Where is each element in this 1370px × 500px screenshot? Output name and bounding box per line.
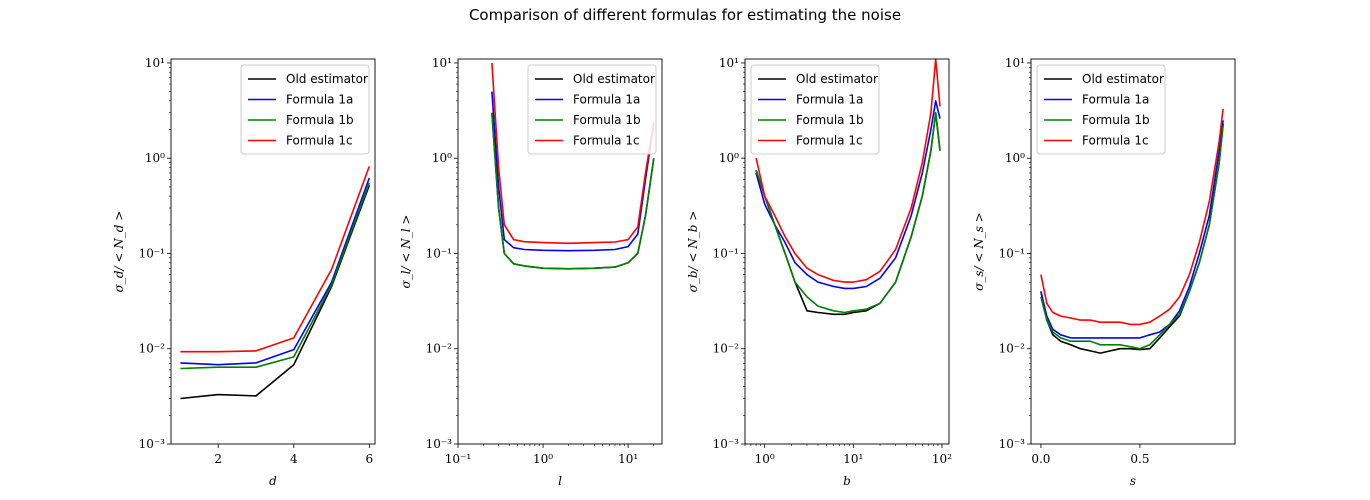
series-group bbox=[755, 59, 941, 316]
series-line-formula-1a bbox=[180, 177, 371, 366]
y-tick-label: 10⁰ bbox=[145, 151, 165, 165]
legend-box bbox=[750, 64, 880, 155]
y-tick-label: 10⁻² bbox=[426, 342, 453, 356]
series-line-old-estimator bbox=[1040, 123, 1224, 354]
x-axis-label: l bbox=[558, 474, 562, 488]
x-tick-label: 2 bbox=[214, 452, 222, 466]
y-tick-label: 10⁰ bbox=[432, 151, 452, 165]
chart-panel-2: 10⁻³ 10⁻² 10⁻¹ 10⁰ 10¹ 10⁻¹ 10⁰ 10¹ l σ_l/ < N_l … bbox=[399, 56, 663, 488]
series-group bbox=[180, 166, 371, 400]
series-line-formula-1a bbox=[1040, 120, 1224, 339]
series-line-formula-1b bbox=[1040, 125, 1224, 350]
series-line-old-estimator bbox=[180, 185, 371, 400]
x-tick-label: 10¹ bbox=[618, 452, 638, 466]
series-line-formula-1b bbox=[755, 112, 941, 314]
x-axis-label: d bbox=[269, 474, 277, 488]
legend-label: Formula 1a bbox=[1082, 93, 1149, 107]
chart-panel-3: 10⁻³ 10⁻² 10⁻¹ 10⁰ 10¹ 10⁰ 10¹ 10² b σ_b/ < N_b >… bbox=[686, 56, 952, 488]
y-tick-label: 10¹ bbox=[432, 56, 452, 70]
x-tick-label: 0.0 bbox=[1031, 452, 1050, 466]
legend-label: Formula 1c bbox=[286, 134, 353, 148]
legend-label: Old estimator bbox=[286, 72, 368, 86]
series-group bbox=[1040, 108, 1224, 354]
y-axis-label: σ_l/ < N_l > bbox=[399, 215, 413, 289]
legend-label: Formula 1b bbox=[1082, 113, 1150, 127]
x-axis-label: s bbox=[1130, 474, 1136, 488]
chart-panel-4: 10⁻³ 10⁻² 10⁻¹ 10⁰ 10¹ 0.0 0.5 s σ_s/ < N_s > Old… bbox=[972, 56, 1236, 488]
legend-label: Formula 1a bbox=[573, 93, 640, 107]
legend-box bbox=[527, 64, 657, 155]
legend-label: Formula 1b bbox=[573, 113, 641, 127]
x-tick-label: 6 bbox=[366, 452, 374, 466]
figure-title: Comparison of different formulas for est… bbox=[468, 6, 902, 24]
y-tick-label: 10⁻¹ bbox=[713, 246, 739, 260]
legend-label: Formula 1a bbox=[286, 93, 353, 107]
y-tick-label: 10¹ bbox=[719, 56, 739, 70]
x-tick-label: 4 bbox=[290, 452, 298, 466]
y-tick-label: 10¹ bbox=[145, 56, 165, 70]
legend-label: Formula 1c bbox=[796, 134, 863, 148]
series-line-formula-1b bbox=[180, 182, 371, 370]
series-line-formula-1b bbox=[491, 112, 655, 270]
y-tick-label: 10⁰ bbox=[1005, 151, 1025, 165]
y-tick-label: 10⁰ bbox=[719, 151, 739, 165]
x-tick-label: 10² bbox=[932, 452, 952, 466]
plot-frame bbox=[457, 58, 663, 445]
plot-frame bbox=[744, 58, 950, 445]
y-tick-label: 10⁻³ bbox=[139, 437, 166, 451]
series-line-formula-1c bbox=[491, 62, 655, 245]
y-tick-label: 10⁻¹ bbox=[999, 246, 1025, 260]
plot-frame bbox=[1030, 58, 1236, 445]
y-axis-label: σ_s/ < N_s > bbox=[972, 212, 986, 291]
series-line-formula-1a bbox=[755, 100, 941, 290]
series-line-formula-1c bbox=[755, 59, 941, 283]
x-tick-label: 10⁻¹ bbox=[445, 452, 471, 466]
y-tick-label: 10⁻² bbox=[999, 342, 1026, 356]
y-tick-label: 10⁻³ bbox=[426, 437, 453, 451]
x-tick-label: 10⁰ bbox=[533, 452, 553, 466]
series-line-formula-1a bbox=[491, 91, 655, 252]
series-line-formula-1c bbox=[180, 166, 371, 353]
legend-label: Formula 1b bbox=[286, 113, 354, 127]
y-tick-label: 10⁻¹ bbox=[426, 246, 452, 260]
legend-box bbox=[240, 64, 370, 155]
plot-frame bbox=[170, 58, 376, 445]
series-line-formula-1c bbox=[1040, 108, 1224, 326]
x-tick-label: 10⁰ bbox=[755, 452, 775, 466]
legend-box bbox=[1036, 64, 1166, 155]
chart-panel-1: 10⁻³ 10⁻² 10⁻¹ 10⁰ 10¹ 2 4 6 d σ_d/ < N_d > Old es… bbox=[112, 56, 376, 488]
legend-label: Old estimator bbox=[796, 72, 878, 86]
y-axis-label: σ_b/ < N_b > bbox=[686, 211, 700, 293]
x-tick-label: 10¹ bbox=[843, 452, 863, 466]
legend: Old estimator Formula 1a Formula 1b Formula… bbox=[750, 64, 880, 155]
series-group bbox=[491, 62, 655, 270]
legend: Old estimator Formula 1a Formula 1b Formula… bbox=[527, 64, 657, 155]
y-tick-label: 10⁻² bbox=[139, 342, 166, 356]
x-axis-label: b bbox=[843, 474, 851, 488]
x-tick-label: 0.5 bbox=[1130, 452, 1149, 466]
y-tick-label: 10⁻² bbox=[713, 342, 740, 356]
y-axis-label: σ_d/ < N_d > bbox=[112, 211, 126, 293]
legend: Old estimator Formula 1a Formula 1b Formula… bbox=[1036, 64, 1166, 155]
legend-label: Formula 1b bbox=[796, 113, 864, 127]
y-tick-label: 10⁻¹ bbox=[139, 246, 165, 260]
legend-label: Formula 1a bbox=[796, 93, 863, 107]
legend-label: Formula 1c bbox=[1082, 134, 1149, 148]
legend-label: Formula 1c bbox=[573, 134, 640, 148]
legend-label: Old estimator bbox=[1082, 72, 1164, 86]
y-tick-label: 10⁻³ bbox=[713, 437, 740, 451]
y-tick-label: 10¹ bbox=[1005, 56, 1025, 70]
legend-label: Old estimator bbox=[573, 72, 655, 86]
legend: Old estimator Formula 1a Formula 1b Formula… bbox=[240, 64, 370, 155]
y-tick-label: 10⁻³ bbox=[999, 437, 1026, 451]
